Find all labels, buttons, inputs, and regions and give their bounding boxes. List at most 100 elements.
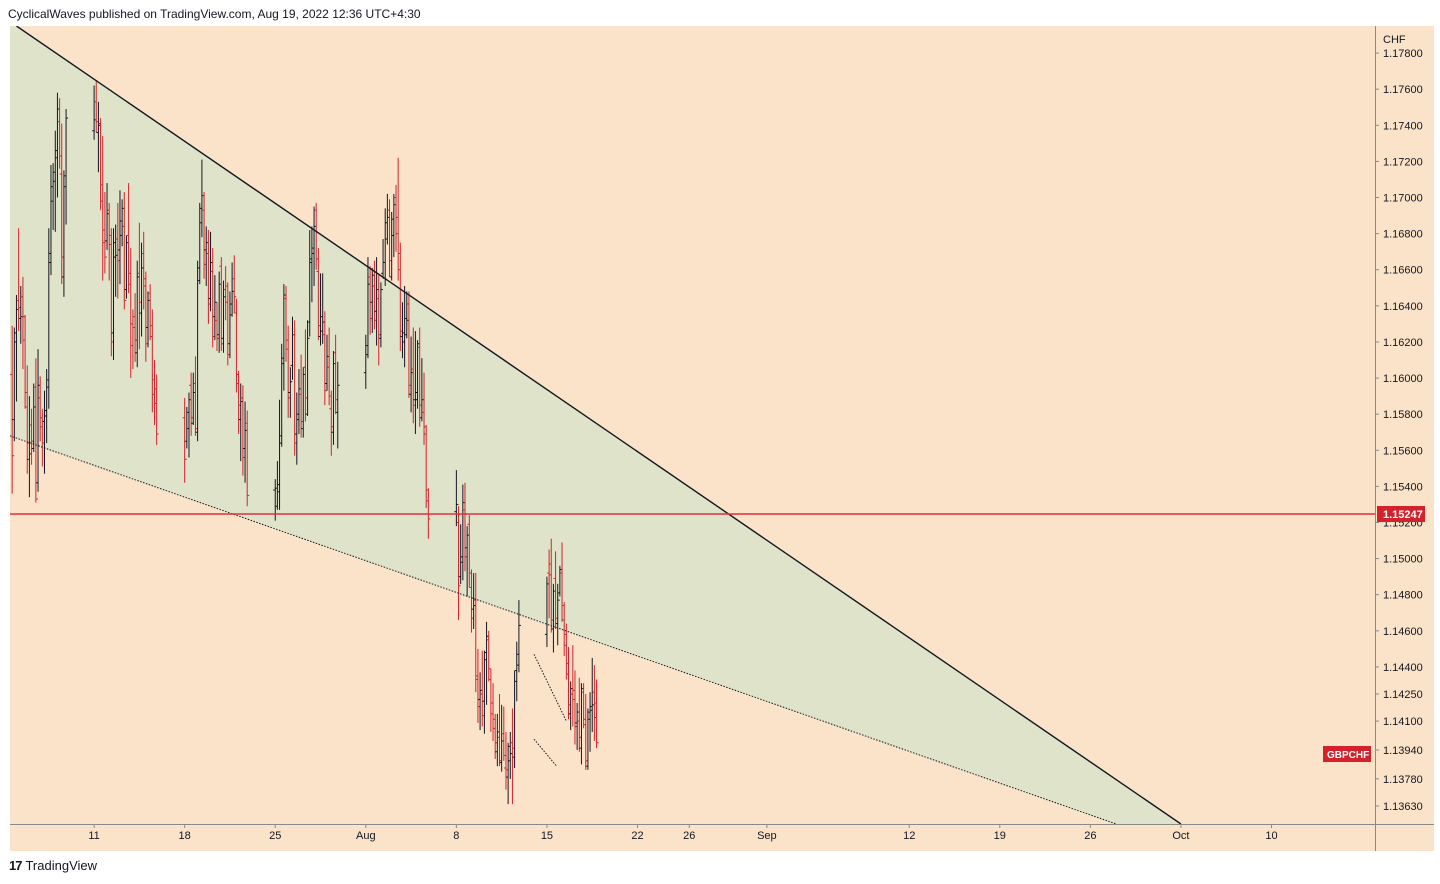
y-tick-label: 1.14250 — [1383, 689, 1423, 701]
y-tick-label: 1.17400 — [1383, 120, 1423, 132]
wedge-layer — [10, 26, 1181, 824]
ohlc-bar — [570, 645, 575, 727]
x-tick-label: 12 — [903, 830, 915, 842]
ohlc-bar — [581, 683, 586, 729]
ohlc-bar — [486, 630, 491, 682]
y-tick-label: 1.17000 — [1383, 193, 1423, 205]
y-tick-label: 1.14100 — [1383, 716, 1423, 728]
trendlines — [10, 26, 1375, 824]
y-tick-label: 1.15000 — [1383, 554, 1423, 566]
ohlc-bar — [232, 255, 237, 314]
ohlc-bar — [588, 692, 593, 752]
footer-brand[interactable]: 17 TradingView — [9, 858, 97, 873]
ohlc-bar — [495, 713, 500, 767]
ohlc-bar — [305, 320, 310, 416]
y-tick-label: 1.14400 — [1383, 662, 1423, 674]
trendline-upper — [16, 26, 1182, 824]
x-tick-label: Oct — [1172, 830, 1189, 842]
y-tick-label: 1.15600 — [1383, 445, 1423, 457]
x-tick-label: 22 — [631, 830, 643, 842]
brand-name: TradingView — [25, 858, 98, 873]
ohlc-bar — [335, 361, 340, 449]
ohlc-bar — [501, 706, 506, 761]
ohlc-bar — [381, 239, 386, 279]
last-price-label: 1.15247 — [1383, 509, 1423, 521]
y-tick-label: 1.15400 — [1383, 481, 1423, 493]
time-axis[interactable] — [10, 824, 1375, 851]
wedge-fill — [10, 26, 1181, 824]
trendline-inner-lower — [533, 738, 558, 767]
ohlc-bar — [583, 694, 588, 770]
trendline-lower — [10, 435, 1117, 824]
y-tick-label: 1.17600 — [1383, 84, 1423, 96]
ohlc-bar — [393, 184, 398, 252]
ohlc-bar — [480, 650, 485, 727]
ohlc-bar — [389, 211, 394, 281]
ohlc-bar — [484, 621, 489, 705]
last-price-badge — [1377, 506, 1425, 523]
y-tick-label: 1.16800 — [1383, 229, 1423, 241]
ohlc-bar — [396, 157, 401, 281]
ohlc-bar — [491, 683, 496, 741]
x-tick-label: Sep — [757, 830, 777, 842]
x-tick-label: 26 — [1084, 830, 1096, 842]
ohlc-bar — [577, 677, 582, 752]
ohlc-bar — [497, 694, 502, 767]
y-tick-label: 1.17200 — [1383, 156, 1423, 168]
ohlc-bar — [568, 681, 573, 731]
ohlc-bar — [516, 600, 521, 673]
y-tick-label: 1.13780 — [1383, 774, 1423, 786]
tradingview-logo-icon: 17 — [9, 858, 23, 873]
ohlc-bar — [594, 679, 599, 749]
time-axis-labels: 11 18 25 Aug 8 15 22 26 Sep 12 19 26 Oct 10 — [88, 824, 1278, 842]
x-tick-label: 26 — [683, 830, 695, 842]
ohlc-bar — [385, 193, 390, 245]
trendline-inner-upper — [533, 654, 567, 722]
y-tick-label: 1.14800 — [1383, 590, 1423, 602]
ohlc-bar — [508, 731, 513, 779]
y-tick-label: 1.16200 — [1383, 337, 1423, 349]
price-axis[interactable] — [1375, 26, 1434, 824]
ohlc-bar — [387, 199, 392, 277]
x-tick-label: 18 — [179, 830, 191, 842]
y-tick-label: 1.15800 — [1383, 409, 1423, 421]
ohlc-bar — [64, 109, 69, 225]
ohlc-bar — [555, 583, 560, 646]
currency-label: CHF — [1383, 34, 1406, 46]
ohlc-bar — [10, 325, 15, 494]
ohlc-bar — [579, 683, 584, 765]
publisher-caption: CyclicalWaves published on TradingView.c… — [8, 7, 421, 21]
x-tick-label: 11 — [88, 830, 99, 842]
ohlc-bar — [499, 704, 504, 772]
ohlc-bar — [122, 192, 127, 310]
x-tick-label: Aug — [356, 830, 376, 842]
y-tick-label: 1.14600 — [1383, 626, 1423, 638]
ohlc-bar — [456, 506, 461, 620]
price-bars — [10, 80, 599, 805]
ohlc-bar — [566, 647, 571, 720]
ohlc-bar — [510, 708, 515, 805]
ohlc-bar — [488, 668, 493, 732]
y-tick-label: 1.16600 — [1383, 265, 1423, 277]
ohlc-bar — [506, 742, 511, 805]
ohlc-bar — [288, 367, 293, 418]
x-tick-label: 10 — [1265, 830, 1277, 842]
ohlc-bar — [475, 648, 480, 723]
axis-corner — [1375, 824, 1434, 851]
ohlc-bar — [454, 470, 459, 527]
x-tick-label: 8 — [453, 830, 459, 842]
ohlc-bar — [482, 650, 487, 734]
y-tick-label: 1.16400 — [1383, 301, 1423, 313]
y-tick-label: 1.13940 — [1383, 745, 1423, 757]
ohlc-bar — [590, 657, 595, 732]
x-tick-label: 19 — [994, 830, 1006, 842]
y-tick-label: 1.13630 — [1383, 801, 1423, 813]
ohlc-bar — [572, 670, 577, 745]
ohlc-bar — [391, 193, 396, 258]
price-axis-labels: CHF 1.17800 1.17600 1.17400 1.17200 1.17000 1… — [1375, 34, 1423, 813]
ohlc-bar — [154, 374, 159, 445]
ohlc-bar — [514, 641, 519, 702]
symbol-label: GBPCHF — [1327, 750, 1369, 761]
ohlc-bar — [512, 670, 517, 769]
ohlc-bar — [383, 208, 388, 286]
